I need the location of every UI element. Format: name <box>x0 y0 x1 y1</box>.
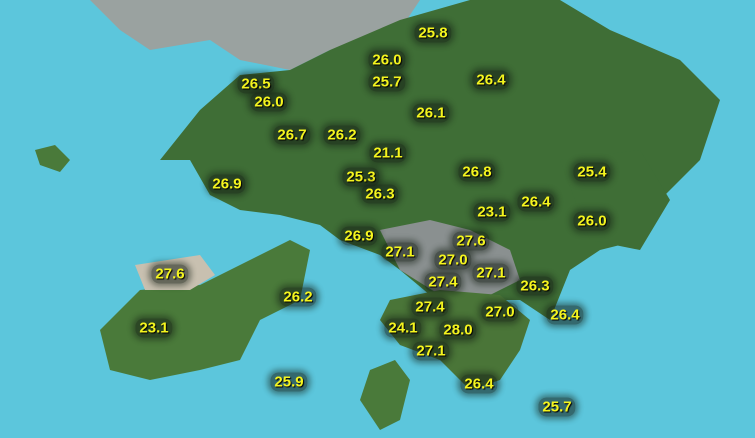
temperature-label: 26.0 <box>250 92 288 112</box>
lantau-land <box>100 240 310 380</box>
temperature-label: 25.4 <box>573 162 611 182</box>
temperature-label: 26.7 <box>273 125 311 145</box>
temperature-label: 26.8 <box>458 162 496 182</box>
shenzhen-urban <box>90 0 420 70</box>
temperature-label: 26.9 <box>340 226 378 246</box>
temperature-label: 26.4 <box>472 70 510 90</box>
temperature-label: 26.3 <box>516 276 554 296</box>
temperature-label: 25.7 <box>538 397 576 417</box>
temperature-label: 25.3 <box>342 167 380 187</box>
lamma-island <box>360 360 410 430</box>
temperature-label: 28.0 <box>439 320 477 340</box>
temperature-label: 26.4 <box>546 305 584 325</box>
temperature-label: 21.1 <box>369 143 407 163</box>
temperature-label: 25.9 <box>270 372 308 392</box>
temperature-label: 27.1 <box>472 263 510 283</box>
temperature-label: 26.4 <box>460 374 498 394</box>
temperature-label: 27.1 <box>412 341 450 361</box>
temperature-label: 23.1 <box>135 318 173 338</box>
temperature-label: 26.2 <box>279 287 317 307</box>
temperature-label: 26.1 <box>412 103 450 123</box>
new-territories-land <box>160 0 720 320</box>
temperature-label: 27.4 <box>411 297 449 317</box>
temperature-label: 27.1 <box>381 242 419 262</box>
temperature-label: 26.2 <box>323 125 361 145</box>
temperature-label: 25.8 <box>414 23 452 43</box>
temperature-label: 27.4 <box>424 272 462 292</box>
temperature-label: 27.6 <box>452 231 490 251</box>
temperature-label: 27.6 <box>151 264 189 284</box>
small-island <box>35 145 70 172</box>
temperature-label: 26.9 <box>208 174 246 194</box>
temperature-label: 27.0 <box>481 302 519 322</box>
temperature-label: 26.3 <box>361 184 399 204</box>
temperature-label: 25.7 <box>368 72 406 92</box>
temperature-label: 24.1 <box>384 318 422 338</box>
temperature-label: 26.0 <box>573 211 611 231</box>
temperature-label: 26.4 <box>517 192 555 212</box>
temperature-label: 26.0 <box>368 50 406 70</box>
temperature-label: 23.1 <box>473 202 511 222</box>
temperature-label: 26.5 <box>237 74 275 94</box>
temperature-label: 27.0 <box>434 250 472 270</box>
